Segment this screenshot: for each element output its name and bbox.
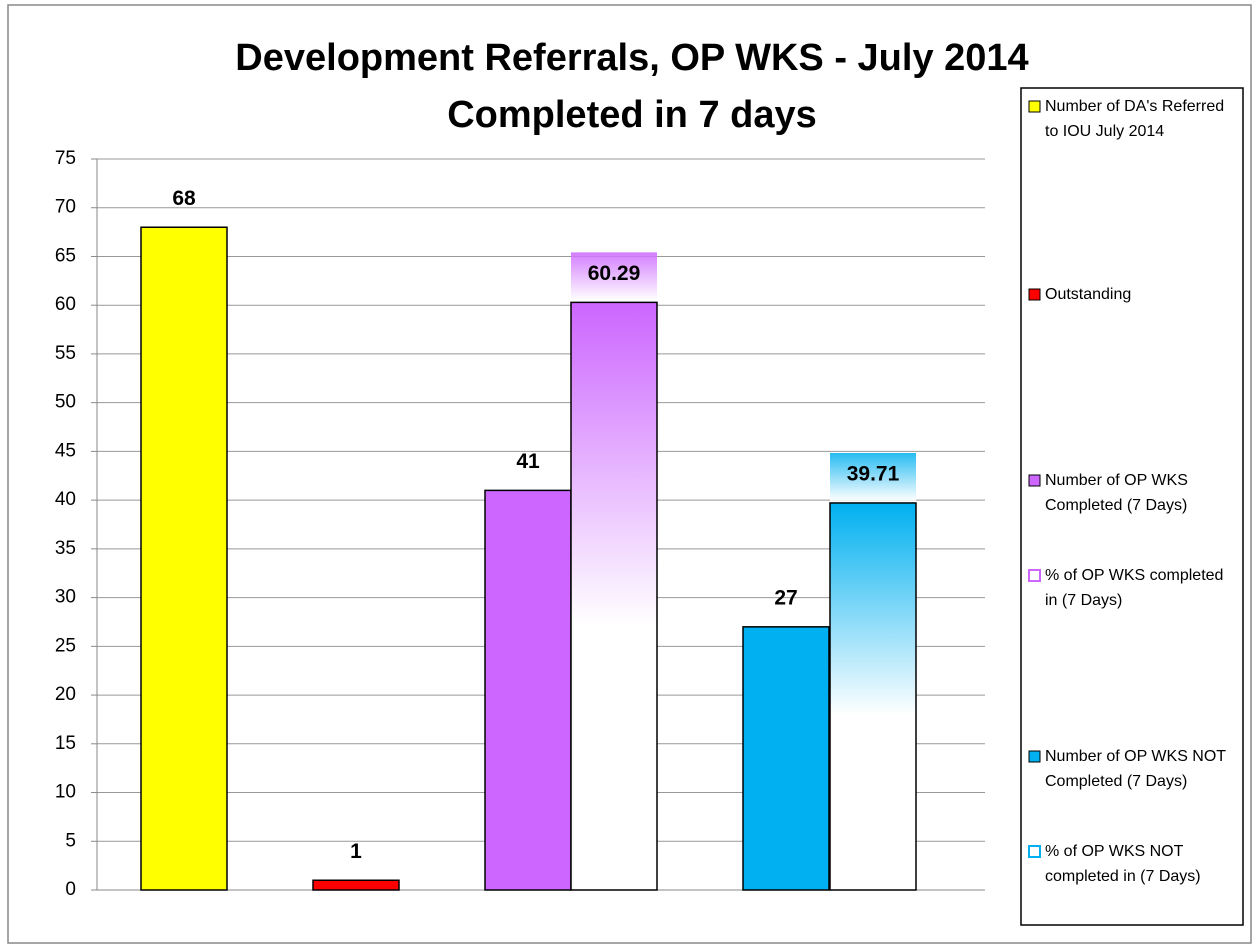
bar — [829, 502, 917, 891]
y-tick-label: 55 — [55, 343, 76, 364]
y-tick-label: 50 — [55, 392, 76, 413]
data-label: 39.71 — [847, 463, 900, 486]
chart-subtitle: Completed in 7 days — [447, 94, 817, 136]
data-label: 60.29 — [588, 262, 641, 285]
bar — [312, 879, 400, 891]
y-tick-label: 30 — [55, 587, 76, 608]
bar — [140, 226, 228, 891]
y-tick-label: 45 — [55, 440, 76, 461]
y-tick-label: 20 — [55, 684, 76, 705]
y-tick-label: 70 — [55, 197, 76, 218]
y-tick-label: 35 — [55, 538, 76, 559]
y-tick-label: 60 — [55, 294, 76, 315]
legend-label: Number of OP WKS NOT Completed (7 Days) — [1045, 748, 1226, 790]
y-tick-label: 5 — [65, 830, 76, 851]
chart-title: Development Referrals, OP WKS - July 201… — [235, 37, 1028, 79]
bar — [570, 301, 658, 891]
legend-box — [1020, 87, 1244, 926]
legend-label: Number of OP WKS Completed (7 Days) — [1045, 472, 1188, 514]
legend-marker — [1028, 474, 1041, 487]
data-label: 27 — [774, 586, 797, 609]
data-label: 1 — [350, 840, 362, 863]
y-tick-label: 40 — [55, 489, 76, 510]
y-tick-label: 10 — [55, 782, 76, 803]
data-label-bg — [571, 252, 657, 301]
legend-marker — [1028, 100, 1041, 113]
legend-marker — [1028, 750, 1041, 763]
y-tick-label: 25 — [55, 635, 76, 656]
y-tick-label: 15 — [55, 733, 76, 754]
data-label: 68 — [172, 187, 196, 210]
y-tick-label: 75 — [55, 148, 76, 169]
legend-marker — [1028, 845, 1041, 858]
legend-label: % of OP WKS NOT completed in (7 Days) — [1045, 843, 1201, 885]
legend-marker — [1028, 288, 1041, 301]
y-tick-label: 0 — [65, 879, 76, 900]
data-label: 41 — [516, 450, 540, 473]
legend-label: % of OP WKS completed in (7 Days) — [1045, 567, 1224, 609]
data-label-bg — [830, 452, 916, 501]
bar — [484, 489, 572, 891]
bar — [742, 626, 830, 891]
legend-label: Outstanding — [1045, 286, 1132, 303]
legend-label: Number of DA's Referred to IOU July 2014 — [1045, 98, 1225, 140]
chart-frame — [7, 4, 1252, 944]
y-tick-label: 65 — [55, 245, 76, 266]
legend-marker — [1028, 569, 1041, 582]
